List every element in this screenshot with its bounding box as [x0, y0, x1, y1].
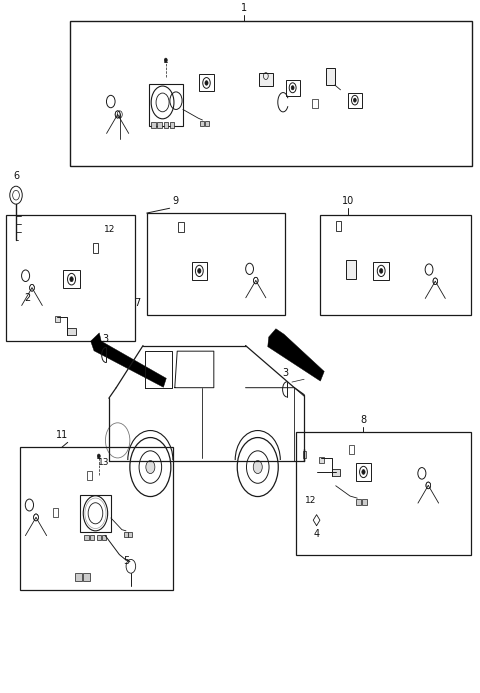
Bar: [362, 499, 367, 505]
Circle shape: [205, 80, 208, 85]
Bar: [6, 215, 135, 341]
Circle shape: [291, 86, 294, 90]
Bar: [319, 457, 324, 463]
Text: 2: 2: [24, 292, 30, 303]
Polygon shape: [268, 328, 324, 381]
Bar: [356, 499, 361, 505]
Text: 5: 5: [123, 556, 129, 566]
Text: 9: 9: [172, 196, 178, 207]
Bar: [102, 535, 107, 541]
Bar: [75, 573, 82, 581]
Bar: [53, 508, 58, 517]
Circle shape: [97, 454, 100, 458]
Bar: [199, 74, 214, 91]
Bar: [286, 80, 300, 96]
Bar: [321, 215, 471, 315]
Bar: [70, 21, 472, 166]
Circle shape: [380, 269, 383, 273]
Bar: [356, 463, 372, 481]
Bar: [200, 121, 204, 126]
Bar: [84, 535, 88, 541]
Bar: [373, 262, 389, 280]
Circle shape: [253, 461, 262, 473]
Bar: [129, 532, 132, 536]
Bar: [83, 573, 90, 581]
Bar: [96, 535, 101, 541]
Bar: [157, 123, 162, 128]
Bar: [124, 532, 128, 536]
Bar: [20, 447, 173, 590]
Bar: [192, 262, 207, 280]
Text: 10: 10: [342, 196, 354, 207]
Bar: [332, 469, 340, 476]
Bar: [312, 100, 318, 108]
Circle shape: [70, 277, 73, 281]
Bar: [326, 68, 335, 85]
Bar: [149, 84, 183, 126]
Circle shape: [164, 58, 167, 62]
Bar: [80, 495, 111, 532]
Bar: [336, 220, 341, 231]
Polygon shape: [91, 333, 166, 387]
Bar: [170, 123, 174, 128]
Circle shape: [362, 470, 365, 474]
Bar: [164, 123, 168, 128]
Text: 3: 3: [282, 368, 288, 378]
Bar: [349, 445, 354, 454]
Bar: [346, 260, 356, 279]
Bar: [151, 123, 156, 128]
Bar: [55, 316, 60, 322]
Text: 12: 12: [104, 225, 116, 234]
Bar: [178, 222, 183, 232]
Bar: [259, 73, 273, 87]
Text: 1: 1: [241, 3, 247, 12]
Circle shape: [198, 269, 201, 273]
Bar: [68, 328, 75, 335]
Text: 3: 3: [102, 334, 108, 344]
Text: 8: 8: [360, 415, 367, 425]
Bar: [93, 243, 98, 253]
Text: 4: 4: [313, 529, 320, 539]
Text: 7: 7: [134, 298, 140, 308]
Bar: [303, 451, 306, 458]
Bar: [147, 213, 286, 315]
Text: 12: 12: [305, 496, 316, 505]
Text: 6: 6: [13, 171, 19, 182]
Circle shape: [353, 98, 356, 102]
Bar: [63, 270, 80, 288]
Bar: [205, 121, 209, 126]
Bar: [87, 471, 92, 480]
Bar: [90, 535, 94, 541]
Text: 11: 11: [56, 430, 68, 440]
Circle shape: [146, 461, 155, 473]
Bar: [297, 432, 471, 554]
Bar: [348, 93, 361, 107]
Text: 13: 13: [98, 458, 109, 467]
